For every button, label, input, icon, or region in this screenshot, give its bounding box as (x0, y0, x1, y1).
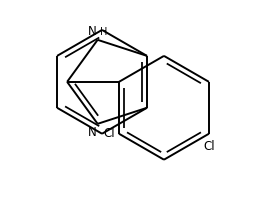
Text: H: H (100, 27, 107, 37)
Text: N: N (88, 25, 97, 38)
Text: Cl: Cl (203, 140, 215, 153)
Text: N: N (88, 126, 97, 139)
Text: Cl: Cl (103, 127, 115, 140)
